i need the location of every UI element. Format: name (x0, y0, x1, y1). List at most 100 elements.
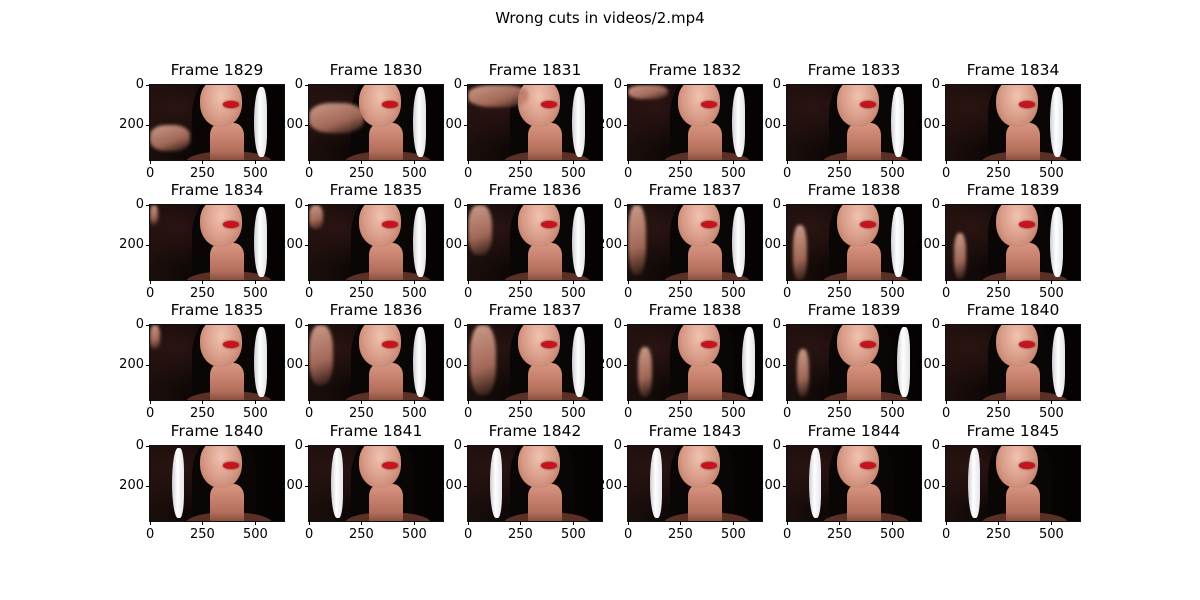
x-tick-mark (733, 280, 734, 284)
y-tick-label: 0 (294, 438, 303, 453)
x-tick-mark (520, 400, 521, 404)
x-tick-mark (946, 160, 947, 164)
y-tick-label: 0 (613, 317, 622, 332)
y-tick-label: 200 (119, 478, 144, 493)
y-tick-label: 200 (119, 357, 144, 372)
y-tick-label: 200 (915, 357, 940, 372)
y-tick-label: 200 (119, 237, 144, 252)
frame-panel: Frame 1830 0 250 500 0 200 (278, 61, 444, 181)
x-tick-mark (628, 160, 629, 164)
y-tick-mark (624, 325, 628, 326)
x-tick-mark (202, 160, 203, 164)
frame-image (627, 84, 763, 161)
frame-title: Frame 1841 (329, 422, 423, 440)
y-tick-mark (783, 245, 787, 246)
frame-panel: Frame 1840 0 250 500 0 200 (915, 301, 1081, 421)
y-tick-mark (146, 85, 150, 86)
x-tick-mark (520, 280, 521, 284)
x-tick-mark (573, 521, 574, 525)
frame-title: Frame 1844 (807, 422, 901, 440)
frame-image (945, 84, 1081, 161)
frame-title: Frame 1839 (966, 181, 1060, 199)
x-tick-label: 0 (783, 166, 792, 181)
x-tick-mark (998, 280, 999, 284)
frame-image (149, 445, 285, 522)
x-tick-mark (573, 400, 574, 404)
y-tick-label: 0 (135, 77, 144, 92)
frame-image (786, 324, 922, 401)
x-tick-mark (255, 400, 256, 404)
frame-title: Frame 1833 (807, 61, 901, 79)
x-tick-mark (1051, 521, 1052, 525)
y-tick-label: 200 (597, 237, 622, 252)
frame-image (945, 445, 1081, 522)
x-tick-label: 0 (624, 286, 633, 301)
frame-title: Frame 1837 (488, 301, 582, 319)
y-tick-mark (464, 486, 468, 487)
x-tick-mark (202, 400, 203, 404)
frame-panel: Frame 1837 0 250 500 0 200 (597, 181, 763, 301)
y-tick-label: 200 (278, 117, 303, 132)
y-tick-mark (146, 205, 150, 206)
frame-image (149, 84, 285, 161)
y-tick-mark (305, 245, 309, 246)
x-tick-mark (1051, 400, 1052, 404)
x-tick-mark (787, 521, 788, 525)
frame-title: Frame 1843 (648, 422, 742, 440)
y-tick-label: 0 (931, 197, 940, 212)
x-tick-label: 0 (464, 286, 473, 301)
x-tick-mark (150, 521, 151, 525)
x-tick-label: 500 (561, 527, 586, 542)
y-tick-mark (146, 486, 150, 487)
x-tick-mark (573, 280, 574, 284)
x-tick-mark (787, 400, 788, 404)
x-tick-mark (202, 521, 203, 525)
x-tick-mark (839, 160, 840, 164)
x-tick-label: 500 (880, 527, 905, 542)
frame-title: Frame 1839 (807, 301, 901, 319)
x-tick-label: 250 (190, 286, 215, 301)
y-tick-mark (624, 365, 628, 366)
frame-image (467, 445, 603, 522)
y-tick-mark (305, 325, 309, 326)
frame-image (627, 324, 763, 401)
x-tick-label: 0 (624, 406, 633, 421)
frame-title: Frame 1834 (966, 61, 1060, 79)
frame-panel: Frame 1845 0 250 500 0 200 (915, 422, 1081, 542)
x-tick-mark (468, 400, 469, 404)
x-tick-label: 250 (827, 166, 852, 181)
y-tick-mark (146, 446, 150, 447)
x-tick-mark (414, 160, 415, 164)
x-tick-mark (998, 400, 999, 404)
frame-panel: Frame 1831 0 250 500 0 200 (437, 61, 603, 181)
frame-title: Frame 1845 (966, 422, 1060, 440)
x-tick-mark (361, 521, 362, 525)
x-tick-label: 250 (986, 286, 1011, 301)
x-tick-label: 0 (146, 527, 155, 542)
frame-panel: Frame 1838 0 250 500 0 200 (597, 301, 763, 421)
frame-image (627, 204, 763, 281)
x-tick-mark (468, 160, 469, 164)
y-tick-mark (942, 325, 946, 326)
x-tick-mark (998, 160, 999, 164)
frame-image (467, 204, 603, 281)
y-tick-mark (146, 245, 150, 246)
frame-panel: Frame 1834 0 250 500 0 200 (915, 61, 1081, 181)
x-tick-label: 500 (880, 166, 905, 181)
x-tick-mark (573, 160, 574, 164)
x-tick-label: 0 (305, 286, 314, 301)
x-tick-mark (309, 160, 310, 164)
x-tick-label: 0 (624, 166, 633, 181)
x-tick-label: 250 (986, 406, 1011, 421)
x-tick-label: 0 (624, 527, 633, 542)
y-tick-mark (783, 205, 787, 206)
x-tick-mark (946, 521, 947, 525)
y-tick-mark (942, 245, 946, 246)
y-tick-mark (464, 245, 468, 246)
y-tick-mark (305, 205, 309, 206)
x-tick-label: 250 (986, 527, 1011, 542)
frame-panel: Frame 1837 0 250 500 0 200 (437, 301, 603, 421)
y-tick-mark (942, 125, 946, 126)
frame-panel: Frame 1829 0 250 500 0 200 (119, 61, 285, 181)
